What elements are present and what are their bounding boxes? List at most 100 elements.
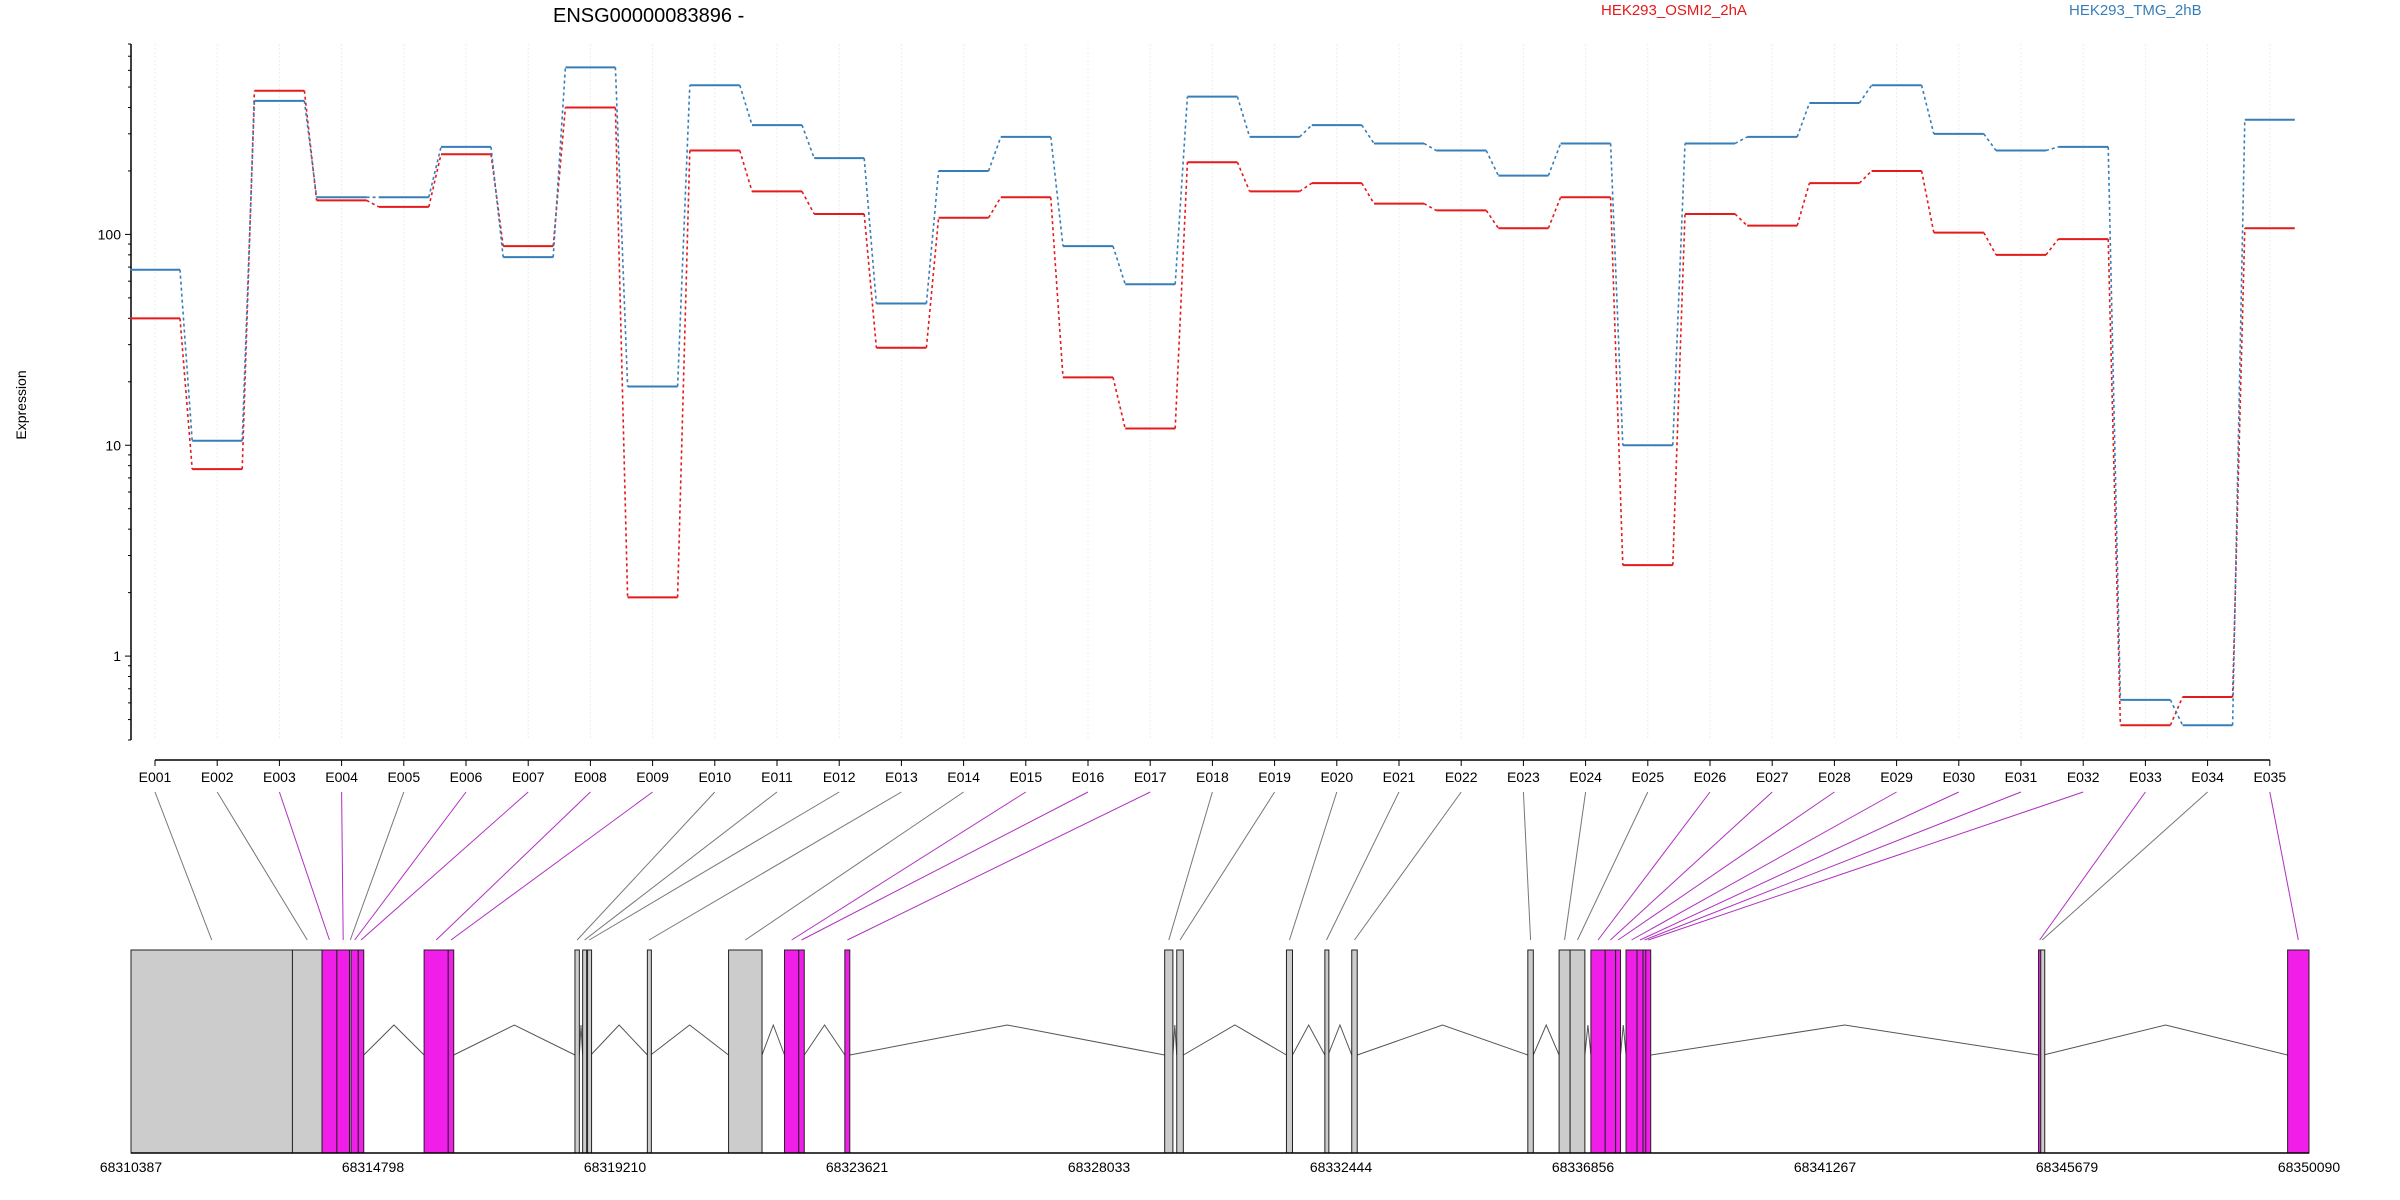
x-tick-label: E015: [1009, 769, 1042, 785]
x-tick-label: E022: [1445, 769, 1478, 785]
series-connector: [1609, 197, 1624, 566]
exon-connector: [1179, 791, 1276, 941]
x-tick-label: E010: [698, 769, 731, 785]
exon-box: [646, 949, 652, 1154]
series-connector: [179, 269, 193, 441]
x-tick-label: E027: [1756, 769, 1789, 785]
exon-connector: [349, 791, 405, 941]
intron-line: [1183, 1024, 1287, 1056]
exon-connector: [1522, 791, 1532, 941]
exon-connector: [354, 791, 467, 941]
series-connector: [1734, 136, 1748, 145]
series-connector: [2169, 699, 2184, 726]
exon-connector: [2039, 791, 2146, 941]
series-connector: [1734, 213, 1748, 227]
series-connector: [303, 90, 318, 201]
exon-box: [1527, 949, 1534, 1154]
x-tick-label: E017: [1134, 769, 1167, 785]
x-tick-label: E028: [1818, 769, 1851, 785]
series-connector: [739, 150, 753, 192]
exon-box: [784, 949, 800, 1154]
exon-box: [1558, 949, 1571, 1154]
exon-connector: [801, 791, 1089, 941]
exon-connector: [1610, 791, 1773, 941]
intron-line: [1292, 1023, 1326, 1056]
exon-box: [1590, 949, 1606, 1154]
exon-connector: [1289, 791, 1338, 941]
x-tick-label: E026: [1694, 769, 1727, 785]
exon-box: [844, 949, 851, 1154]
exon-box: [574, 949, 580, 1154]
x-tick-label: E002: [201, 769, 234, 785]
x-tick-label: E018: [1196, 769, 1229, 785]
x-tick-label: E005: [387, 769, 420, 785]
genomic-tick-label: 68314798: [342, 1159, 405, 1175]
series-1: [130, 89, 2295, 727]
series-connector: [366, 199, 380, 208]
series-connector: [1299, 124, 1313, 138]
exon-connector: [216, 791, 308, 941]
exon-box: [1604, 949, 1617, 1154]
series-connector: [2107, 146, 2122, 700]
x-tick-label: E013: [885, 769, 918, 785]
exon-connector: [278, 791, 330, 941]
exon-connector: [791, 791, 1027, 941]
series-connector: [1547, 143, 1562, 176]
series-connector: [676, 150, 691, 598]
genomic-tick-label: 68341267: [1794, 1159, 1857, 1175]
x-tick-label: E011: [761, 769, 793, 785]
exon-connector: [1326, 791, 1400, 941]
x-tick-label: E012: [823, 769, 856, 785]
series-connector: [2045, 146, 2059, 152]
series-connector: [1236, 96, 1251, 138]
exon-box: [1176, 949, 1184, 1154]
exon-connector: [1168, 791, 1213, 941]
exon-box: [1351, 949, 1358, 1154]
genomic-tick-label: 68310387: [100, 1159, 163, 1175]
series-connector: [1983, 232, 1997, 256]
x-tick-label: E023: [1507, 769, 1540, 785]
exon-connector: [1648, 791, 2084, 941]
exon-box: [350, 949, 359, 1154]
exon-box: [1164, 949, 1174, 1154]
x-tick-label: E020: [1320, 769, 1353, 785]
intron-line: [650, 1024, 729, 1056]
x-tick-label: E025: [1631, 769, 1664, 785]
x-tick-label: E006: [450, 769, 483, 785]
exon-box: [1636, 949, 1644, 1154]
series-connector: [1920, 170, 1935, 233]
exon-connector: [588, 791, 840, 941]
intron-line: [590, 1024, 648, 1056]
exon-connector: [847, 791, 1151, 941]
x-tick-label: E016: [1072, 769, 1105, 785]
x-tick-label: E029: [1880, 769, 1913, 785]
intron-line: [2043, 1024, 2288, 1056]
series-connector: [614, 67, 629, 387]
y-tick-label: 100: [98, 226, 122, 242]
legend-series-1: HEK293_OSMI2_2hA: [1601, 2, 1747, 19]
x-tick-label: E008: [574, 769, 607, 785]
exon-connector: [1644, 791, 2022, 941]
series-connector: [676, 85, 691, 387]
series-connector: [1858, 170, 1873, 184]
x-tick-label: E030: [1942, 769, 1975, 785]
x-tick-label: E004: [325, 769, 358, 785]
series-connector: [2169, 696, 2184, 726]
intron-line: [1620, 1024, 1627, 1056]
exon-connector: [360, 791, 529, 941]
genomic-tick-label: 68350090: [2278, 1159, 2341, 1175]
exon-connector: [2269, 791, 2299, 941]
y-tick-label: 1: [113, 648, 121, 664]
series-connector: [1672, 213, 1686, 566]
intron-line: [761, 1023, 785, 1056]
exon-connector: [1617, 791, 1835, 941]
series-connector: [863, 158, 878, 304]
exon-connector: [1577, 791, 1649, 941]
intron-line: [1532, 1023, 1560, 1056]
x-tick-label: E021: [1383, 769, 1416, 785]
series-connector: [801, 124, 815, 159]
x-tick-label: E007: [512, 769, 545, 785]
exon-box: [1615, 949, 1622, 1154]
chart-title: ENSG00000083896 -: [553, 5, 744, 27]
